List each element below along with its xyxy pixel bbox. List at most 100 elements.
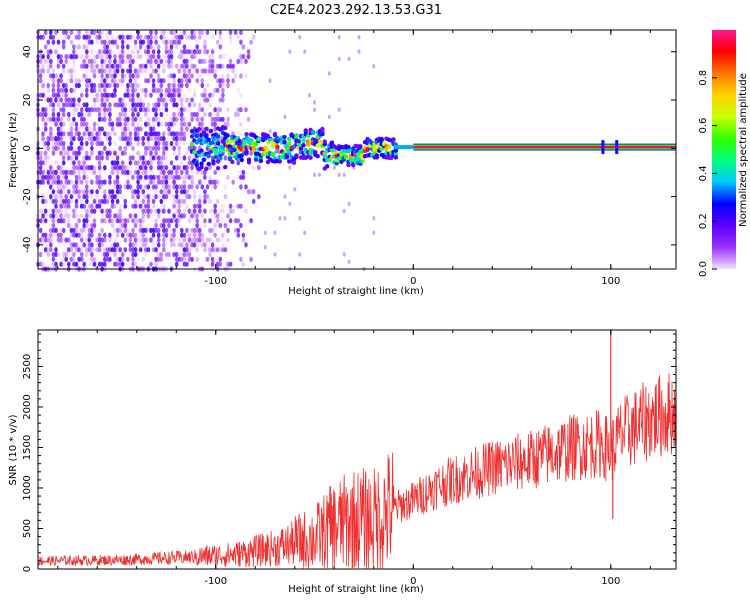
- heatmap-cell: [141, 227, 146, 233]
- heatmap-cell: [141, 194, 146, 200]
- heatmap-cell: [293, 187, 297, 192]
- heatmap-cell: [56, 78, 61, 84]
- heatmap-cell: [151, 68, 156, 74]
- heatmap-cell: [46, 165, 51, 171]
- heatmap-cell: [74, 184, 79, 190]
- heatmap-cell: [97, 54, 102, 60]
- heatmap-cell: [263, 145, 268, 150]
- heatmap-cell: [195, 256, 199, 262]
- heatmap-cell: [144, 174, 148, 180]
- heatmap-cell: [103, 237, 107, 243]
- heatmap-cell: [131, 242, 135, 248]
- heatmap-cell: [120, 73, 125, 79]
- heatmap-cell: [49, 169, 53, 175]
- heatmap-cell: [162, 208, 166, 214]
- heatmap-cell: [218, 44, 223, 50]
- heatmap-cell: [69, 136, 74, 142]
- heatmap-cell: [204, 126, 209, 132]
- heatmap-cell: [149, 237, 153, 243]
- heatmap-cell: [226, 213, 230, 219]
- heatmap-cell: [133, 174, 138, 180]
- heatmap-cell: [156, 256, 161, 262]
- heatmap-cell: [38, 155, 43, 161]
- heatmap-cell: [195, 111, 199, 118]
- heatmap-cell: [105, 251, 110, 258]
- heatmap-cell: [64, 150, 68, 156]
- heatmap-cell: [239, 169, 243, 175]
- heatmap-cell: [120, 165, 125, 171]
- heatmap-cell: [90, 39, 94, 45]
- heatmap-cell: [108, 194, 112, 200]
- heatmap-cell: [169, 242, 174, 248]
- heatmap-cell: [138, 222, 143, 229]
- heatmap-cell: [74, 198, 79, 204]
- heatmap-cell: [56, 232, 61, 238]
- heatmap-cell: [172, 145, 176, 151]
- heatmap-cell: [342, 252, 346, 257]
- heatmap-cell: [72, 232, 76, 238]
- heatmap-cell: [120, 256, 125, 262]
- heatmap-cell: [138, 68, 143, 74]
- heatmap-cell: [213, 87, 217, 93]
- heatmap-cell: [149, 179, 153, 185]
- heatmap-cell: [49, 58, 53, 64]
- heatmap-cell: [100, 58, 104, 64]
- heatmap-cell: [64, 165, 68, 171]
- heatmap-cell: [108, 232, 112, 238]
- heatmap-cell: [92, 68, 97, 74]
- heatmap-cell: [123, 145, 128, 151]
- heatmap-cell: [82, 44, 86, 50]
- snr-x-label: Height of straight line (km): [288, 584, 424, 595]
- heatmap-cell: [180, 78, 184, 84]
- heatmap-cell: [56, 87, 61, 93]
- heatmap-cell: [43, 121, 48, 127]
- heatmap-cell: [97, 169, 102, 175]
- heatmap-cell: [100, 251, 104, 258]
- heatmap-cell: [213, 73, 217, 79]
- heatmap-cell: [123, 203, 128, 209]
- heatmap-cell: [372, 216, 376, 221]
- heatmap-cell: [210, 54, 215, 60]
- heatmap-cell: [49, 63, 53, 69]
- heatmap-cell: [59, 116, 63, 122]
- heatmap-cell: [218, 208, 223, 214]
- heatmap-cell: [56, 145, 61, 151]
- heatmap-cell: [67, 131, 71, 137]
- heatmap-cell: [210, 227, 215, 233]
- heatmap-cell: [120, 261, 125, 267]
- heatmap-cell: [103, 261, 107, 267]
- heatmap-cell: [239, 203, 243, 209]
- heatmap-cell: [180, 97, 184, 103]
- heatmap-cell: [92, 126, 97, 132]
- heatmap-cell: [190, 63, 194, 69]
- heatmap-cell: [67, 140, 71, 147]
- heatmap-cell: [51, 140, 56, 147]
- heatmap-cell: [103, 107, 107, 113]
- heatmap-cell: [198, 49, 202, 55]
- heatmap-cell: [156, 58, 161, 64]
- heatmap-cell: [77, 247, 81, 253]
- heatmap-cell: [115, 102, 120, 108]
- heatmap-cell: [49, 232, 53, 238]
- heatmap-cell: [64, 179, 68, 185]
- heatmap-cell: [74, 165, 79, 171]
- colorbar-tick-label: 0.6: [698, 118, 709, 134]
- heatmap-cell: [120, 218, 125, 224]
- heatmap-cell: [164, 165, 169, 171]
- heatmap-cell: [167, 222, 171, 229]
- heatmap-cell: [49, 131, 53, 137]
- heatmap-cell: [59, 194, 63, 200]
- heatmap-cell: [146, 203, 151, 209]
- heatmap-cell: [203, 44, 207, 50]
- heatmap-cell: [174, 136, 179, 142]
- heatmap-cell: [203, 218, 207, 224]
- heatmap-cell: [205, 256, 210, 262]
- heatmap-cell: [144, 34, 148, 40]
- heatmap-cell: [231, 78, 235, 84]
- snr-series: [37, 330, 677, 570]
- heatmap-cell: [90, 150, 94, 156]
- colorbar-tick-label: 0.4: [698, 165, 709, 181]
- heatmap-cell: [228, 34, 233, 40]
